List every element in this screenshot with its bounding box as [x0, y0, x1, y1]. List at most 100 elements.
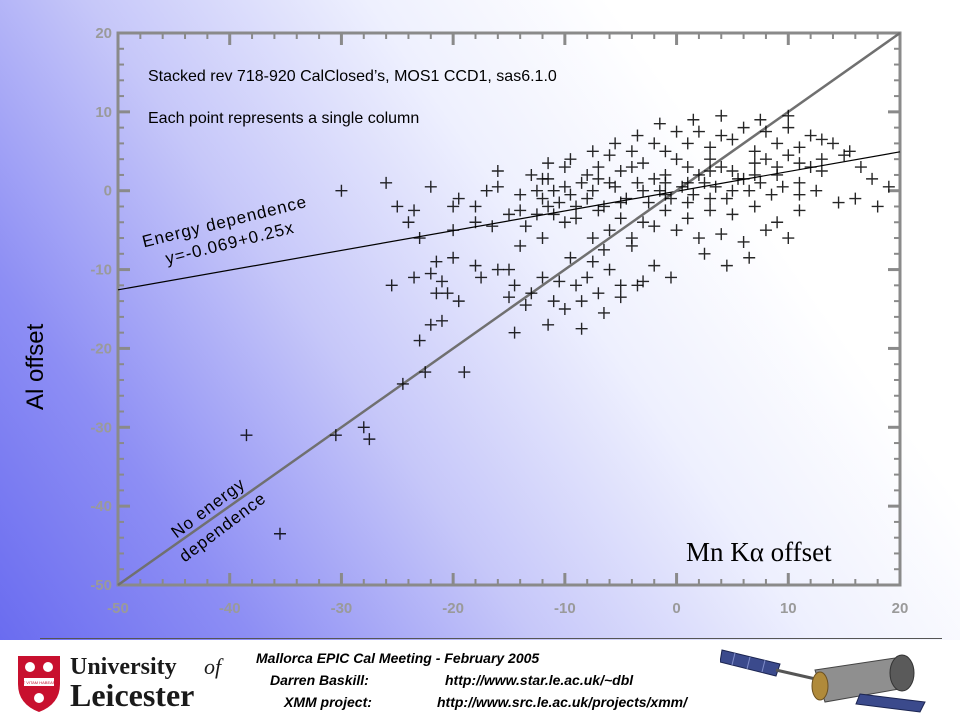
slide-background — [0, 0, 960, 640]
data-point — [586, 145, 599, 158]
data-point — [536, 271, 549, 284]
data-point — [452, 295, 465, 308]
data-point — [720, 192, 733, 205]
data-point — [413, 232, 426, 245]
footer-divider — [40, 638, 942, 639]
data-point — [782, 121, 795, 134]
data-point — [793, 141, 806, 154]
data-point — [570, 212, 583, 225]
data-point — [519, 220, 532, 233]
tick-labels: -50 -40 -30 -20 -10 0 10 20 20 10 0 -10 -20 -30 -40 -50 — [90, 25, 908, 617]
data-point — [815, 133, 828, 146]
data-point — [692, 125, 705, 138]
data-point — [737, 235, 750, 248]
data-point — [357, 421, 370, 434]
data-point — [458, 366, 471, 379]
data-point — [637, 216, 650, 229]
data-point — [603, 263, 616, 276]
data-point — [759, 125, 772, 138]
data-point — [726, 208, 739, 221]
data-point — [609, 137, 622, 150]
data-point — [726, 133, 739, 146]
data-point — [564, 251, 577, 264]
logo-of-text: of — [204, 654, 224, 679]
data-point — [586, 184, 599, 197]
data-point — [329, 429, 342, 442]
data-point — [542, 157, 555, 170]
data-points — [240, 109, 895, 540]
data-point — [363, 433, 376, 446]
data-point — [514, 188, 527, 201]
data-point — [648, 172, 661, 185]
data-point — [430, 287, 443, 300]
data-point — [391, 200, 404, 213]
data-point — [653, 117, 666, 130]
data-point — [592, 161, 605, 174]
data-point — [843, 145, 856, 158]
data-point — [491, 180, 504, 193]
data-point — [536, 192, 549, 205]
data-point — [737, 121, 750, 134]
data-point — [503, 208, 515, 221]
energy-dependence-line — [117, 151, 901, 291]
data-point — [715, 228, 728, 241]
data-point — [547, 208, 560, 221]
data-point — [709, 180, 722, 193]
data-point — [469, 200, 482, 213]
footer-contact-url[interactable]: http://www.star.le.ac.uk/~dbl — [445, 672, 634, 688]
plot-frame — [116, 31, 902, 587]
data-point — [553, 275, 566, 288]
y-tick-label: -40 — [90, 498, 112, 515]
data-point — [564, 188, 577, 201]
data-point — [441, 287, 454, 300]
data-point — [603, 224, 616, 237]
data-point — [642, 196, 655, 209]
data-point — [743, 184, 756, 197]
x-tick-label: -50 — [107, 600, 129, 617]
data-point — [575, 295, 588, 308]
data-point — [782, 109, 795, 122]
data-point — [396, 377, 409, 390]
y-tick-label: -30 — [90, 419, 112, 436]
x-tick-label: -20 — [442, 600, 464, 617]
data-point — [469, 259, 482, 272]
data-point — [659, 188, 672, 201]
data-point — [748, 157, 761, 170]
data-point — [581, 168, 594, 181]
data-point — [447, 224, 460, 237]
data-point — [614, 165, 627, 177]
y-tick-label: 20 — [95, 25, 112, 42]
data-point — [581, 192, 594, 205]
data-point — [530, 208, 543, 221]
data-point — [704, 141, 717, 154]
data-point — [614, 279, 627, 292]
data-point — [592, 204, 605, 217]
data-point — [514, 239, 527, 252]
data-point — [793, 204, 806, 217]
data-point — [815, 153, 828, 166]
data-point — [402, 216, 415, 229]
data-point — [765, 188, 778, 201]
data-point — [659, 176, 672, 189]
data-point — [435, 275, 448, 288]
data-point — [558, 303, 571, 315]
x-axis-label-text: Mn Kα offset — [686, 537, 832, 567]
data-point — [687, 188, 700, 201]
footer-project-url[interactable]: http://www.src.le.ac.uk/projects/xmm/ — [437, 694, 687, 710]
data-point — [854, 161, 867, 174]
data-point — [480, 184, 493, 197]
data-point — [335, 184, 348, 197]
data-point — [508, 326, 521, 339]
no-energy-dependence-line — [117, 31, 901, 587]
data-point — [525, 287, 538, 300]
data-point — [553, 196, 566, 209]
data-point — [743, 251, 756, 264]
data-point — [804, 129, 817, 142]
data-point — [692, 168, 705, 181]
chart-title: Stacked rev 718-920 CalClosed’s, MOS1 CC… — [148, 68, 557, 85]
y-axis-label: Al offset — [22, 323, 49, 410]
data-point — [670, 153, 683, 166]
y-tick-label: 0 — [104, 183, 112, 200]
data-point — [704, 204, 717, 217]
data-point — [715, 129, 728, 142]
